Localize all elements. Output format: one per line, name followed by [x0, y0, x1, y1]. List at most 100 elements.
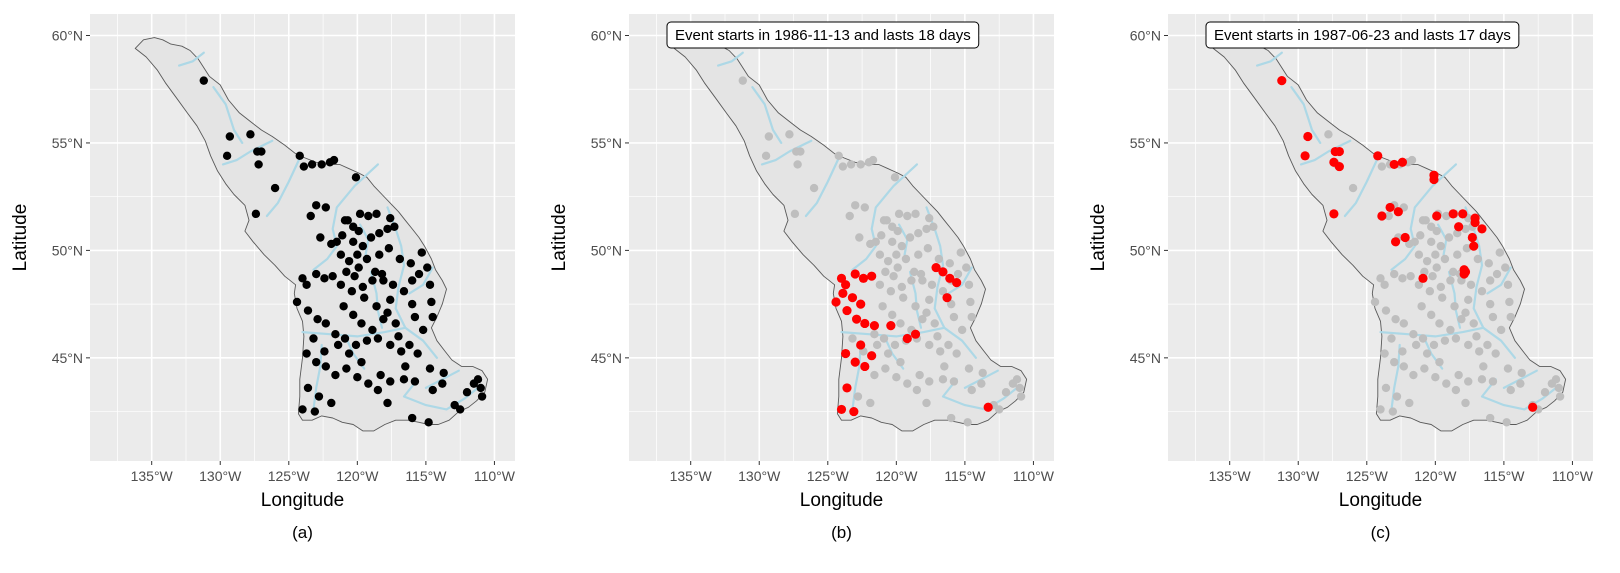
- station-point: [372, 209, 381, 219]
- x-tick-label: 110°W: [1552, 468, 1594, 484]
- inactive-station-point: [1380, 280, 1389, 289]
- y-axis-title: Latitude: [1088, 204, 1109, 272]
- inactive-station-point: [879, 334, 889, 343]
- event-station-point: [836, 404, 847, 415]
- inactive-station-point: [1405, 398, 1414, 408]
- inactive-station-point: [1457, 314, 1466, 324]
- inactive-station-point: [949, 377, 959, 386]
- station-point: [351, 173, 361, 182]
- inactive-station-point: [1440, 336, 1450, 345]
- station-point: [292, 297, 302, 307]
- station-point: [372, 302, 381, 311]
- inactive-station-point: [888, 237, 897, 246]
- event-label-box: [1205, 21, 1520, 49]
- station-point: [417, 248, 426, 257]
- inactive-station-point: [881, 267, 890, 277]
- inactive-station-point: [925, 213, 934, 223]
- event-label: Event starts in 1987-06-23 and lasts 17 …: [1205, 21, 1520, 49]
- event-label-text: Event starts in 1986-11-13 and lasts 18 …: [675, 27, 971, 44]
- inactive-station-point: [883, 349, 893, 358]
- inactive-station-point: [1380, 349, 1389, 358]
- inactive-station-point: [1376, 405, 1385, 414]
- inactive-station-point: [963, 418, 972, 427]
- inactive-station-point: [1503, 280, 1513, 289]
- inactive-station-point: [949, 312, 959, 322]
- station-point: [342, 267, 351, 277]
- inactive-station-point: [868, 155, 878, 165]
- inactive-station-point: [964, 280, 974, 289]
- event-station-point: [1397, 157, 1408, 167]
- station-point: [246, 130, 255, 139]
- station-point: [358, 282, 368, 292]
- event-station-point: [1377, 211, 1387, 221]
- inactive-station-point: [1436, 241, 1446, 251]
- inactive-station-point: [882, 216, 891, 225]
- event-station-point: [886, 321, 896, 331]
- inactive-station-point: [881, 364, 890, 373]
- station-points: [1277, 76, 1565, 427]
- event-station-point: [945, 273, 955, 283]
- inactive-station-point: [1473, 254, 1483, 264]
- station-point: [386, 213, 395, 223]
- inactive-station-point: [966, 297, 975, 307]
- station-point: [423, 263, 432, 272]
- inactive-station-point: [1392, 392, 1402, 401]
- station-point: [270, 183, 280, 193]
- river-line: [851, 343, 862, 411]
- inactive-station-point: [1453, 250, 1462, 259]
- event-station-point: [831, 297, 841, 307]
- station-point: [317, 160, 326, 169]
- event-station-point: [983, 402, 993, 412]
- station-point: [428, 385, 437, 395]
- x-tick-label: 120°W: [875, 468, 918, 484]
- event-station-point: [869, 321, 880, 331]
- inactive-station-point: [875, 280, 885, 289]
- station-point: [312, 357, 321, 367]
- inactive-station-point: [1479, 362, 1488, 371]
- event-station-point: [1454, 222, 1464, 232]
- station-points: [199, 76, 487, 427]
- event-station-point: [1277, 76, 1287, 86]
- station-point: [349, 237, 358, 246]
- station-point: [222, 151, 232, 161]
- inactive-station-point: [1376, 274, 1385, 283]
- station-point: [425, 364, 435, 373]
- inactive-station-point: [1422, 256, 1432, 266]
- inactive-station-point: [1414, 280, 1424, 289]
- event-station-point: [952, 278, 962, 288]
- inactive-station-point: [1435, 357, 1444, 367]
- inactive-station-point: [793, 160, 802, 169]
- panel-a: 135°W 130°W 125°W 120°W 115°W 110°W Longitude 4…: [10, 14, 516, 542]
- panel-b: Event starts in 1986-11-13 and lasts 18 …: [549, 14, 1055, 542]
- inactive-station-point: [1466, 280, 1476, 289]
- station-point: [328, 271, 337, 281]
- station-point: [351, 340, 361, 350]
- x-tick-label: 130°W: [1277, 468, 1320, 484]
- inactive-station-point: [1427, 310, 1436, 320]
- event-station-point: [842, 305, 852, 316]
- inactive-station-point: [892, 372, 901, 382]
- inactive-station-point: [1503, 364, 1513, 373]
- y-tick-label: 45°N: [1130, 350, 1161, 366]
- inactive-station-point: [1506, 312, 1515, 322]
- station-point: [257, 147, 266, 156]
- inactive-station-point: [945, 259, 955, 268]
- station-point: [383, 308, 392, 317]
- station-point: [355, 209, 365, 219]
- inactive-station-point: [1540, 388, 1550, 397]
- station-point: [349, 310, 358, 320]
- station-point: [362, 254, 372, 264]
- station-point: [357, 319, 366, 328]
- river-line: [963, 369, 999, 389]
- station-point: [331, 330, 340, 339]
- station-point: [344, 349, 354, 358]
- inactive-station-point: [933, 332, 942, 341]
- inactive-station-point: [890, 173, 900, 182]
- inactive-station-point: [1492, 269, 1502, 279]
- river-line: [1299, 139, 1352, 166]
- inactive-station-point: [1407, 155, 1417, 165]
- inactive-station-point: [848, 334, 857, 343]
- inactive-station-point: [1450, 302, 1459, 311]
- station-point: [477, 392, 487, 401]
- inactive-station-point: [915, 370, 924, 380]
